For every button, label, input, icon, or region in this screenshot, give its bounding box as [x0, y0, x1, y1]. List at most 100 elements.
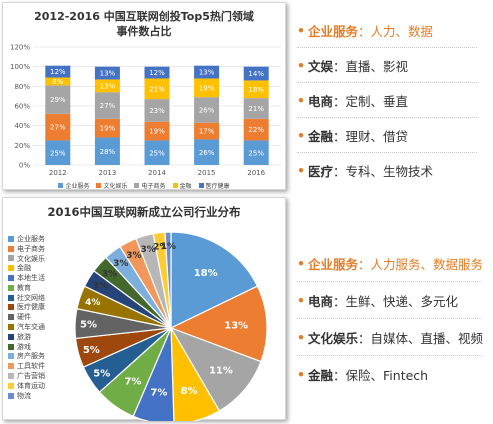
bullet-icon: • [297, 23, 305, 38]
legend-label: 医疗健康 [205, 183, 230, 190]
bar-segment [194, 65, 220, 79]
pie-data-label: 7% [150, 388, 167, 399]
callout-item: • 金融：保险、Fintech [297, 365, 428, 384]
bar-data-label: 12% [50, 68, 66, 76]
pie-data-label: 3% [102, 269, 117, 279]
legend-label: 体育运动 [17, 381, 45, 390]
bar-data-label: 25% [149, 149, 165, 157]
callout-key: 企业服务 [308, 24, 359, 39]
pie-legend-item: 教育 [8, 283, 45, 293]
callout-key: 金融 [308, 129, 334, 144]
legend-swatch [8, 382, 14, 389]
pie-legend-item: 房产服务 [8, 352, 45, 362]
bar-segment [94, 66, 120, 80]
legend-swatch [8, 275, 14, 282]
bar-segment [45, 140, 71, 165]
callout-item: • 金融：理财、借贷 [297, 126, 408, 145]
bar-data-label: 27% [50, 124, 66, 132]
stacked-bar-chart-panel: 2012-2016 中国互联网创投Top5热门领域 事件数占比 0% 20% 40%… [2, 2, 286, 190]
callout-divider [297, 354, 482, 356]
legend-label: 金融 [17, 264, 31, 273]
legend-label: 教育 [17, 283, 31, 292]
pie-legend-item: 企业服务 [8, 234, 45, 244]
callout-description: 专科、生物技术 [345, 164, 434, 179]
callout-separator: ： [333, 368, 346, 383]
bullet-icon: • [297, 256, 305, 271]
bar-data-label: 12% [149, 69, 165, 77]
bar-segment [94, 79, 120, 93]
bar-segment [144, 78, 170, 100]
bar-segment [243, 118, 269, 141]
pie-legend-item: 文化娱乐 [8, 254, 45, 264]
y-tick-label: 0% [19, 162, 30, 170]
callout-key: 电商 [308, 94, 334, 109]
pie-data-label: 18% [194, 268, 218, 279]
bar-segment [144, 140, 170, 165]
pie-slice [169, 285, 268, 363]
bar-segment [243, 80, 269, 99]
legend-swatch [96, 183, 102, 188]
pie-legend-item: 电子商务 [8, 244, 45, 254]
pie-data-label: 3% [93, 282, 108, 292]
callout-divider [297, 81, 477, 83]
pie-legend-item: 汽车交通 [8, 322, 45, 332]
callout-separator: ： [358, 257, 371, 272]
legend-label: 旅游 [17, 332, 31, 341]
pie-data-label: 5% [80, 320, 97, 331]
legend-swatch [198, 183, 204, 188]
bar-segment [144, 121, 170, 141]
bar-data-label: 13% [100, 82, 116, 90]
legend-label: 房产服务 [17, 352, 45, 361]
callout-key: 金融 [308, 368, 334, 383]
bar-data-label: 26% [199, 107, 215, 115]
bar-segment [94, 92, 120, 119]
callout-description: 生鲜、快递、多元化 [345, 294, 459, 309]
bar-data-label: 19% [100, 125, 116, 133]
callout-description: 人力、数据 [370, 24, 434, 39]
legend-swatch [172, 183, 178, 188]
legend-label: 游戏 [17, 342, 31, 351]
pie-slice [169, 326, 262, 412]
bar-legend-item: 文化娱乐 [96, 181, 127, 190]
pie-data-label: 11% [209, 366, 233, 377]
pie-legend-item: 金融 [8, 263, 45, 273]
legend-swatch [8, 304, 14, 311]
legend-label: 企业服务 [65, 183, 90, 190]
pie-data-label: 2% [153, 243, 168, 253]
x-tick-label: 2014 [148, 169, 166, 177]
callout-separator: ： [358, 331, 371, 346]
bar-data-label: 8% [52, 78, 63, 86]
bar-segment [243, 140, 269, 165]
callout-separator: ： [333, 129, 346, 144]
bar-segment [45, 77, 71, 86]
bar-data-label: 25% [248, 149, 264, 157]
bar-segment [144, 99, 170, 122]
legend-swatch [8, 314, 14, 321]
pie-legend-item: 游戏 [8, 342, 45, 352]
pie-data-label: 3% [141, 245, 156, 255]
legend-swatch [58, 183, 64, 188]
bar-data-label: 19% [149, 128, 165, 136]
bar-segment [45, 65, 71, 78]
y-tick-label: 40% [14, 122, 30, 130]
pie-slice [170, 231, 259, 329]
bar-legend-item: 医疗健康 [198, 181, 230, 190]
pie-legend-item: 社交网络 [8, 293, 45, 303]
legend-swatch [8, 255, 14, 262]
pie-legend-item: 本地生活 [8, 273, 45, 283]
legend-swatch [8, 363, 14, 370]
bar-data-label: 21% [248, 105, 264, 113]
x-tick-label: 2015 [198, 169, 216, 177]
bullet-icon: • [297, 58, 305, 73]
bar-segment [94, 137, 120, 165]
legend-swatch [134, 183, 140, 188]
bullet-icon: • [297, 367, 305, 382]
pie-chart-plot: 18%13%11%8%7%7%5%5%5%4%3%3%3%3%3%2%1% [74, 231, 268, 421]
callout-divider [297, 151, 477, 153]
legend-swatch [8, 245, 14, 252]
legend-label: 文化娱乐 [103, 183, 128, 190]
pie-data-label: 5% [83, 345, 100, 356]
bar-legend-item: 电子商务 [134, 181, 166, 190]
callout-description: 定制、垂直 [345, 94, 409, 109]
bar-data-label: 29% [50, 96, 66, 104]
